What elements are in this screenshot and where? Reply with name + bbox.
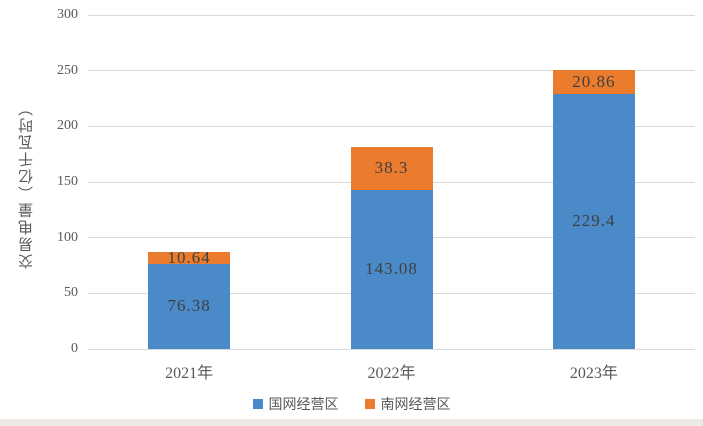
bar-2023年: 229.4 20.86	[552, 70, 635, 349]
bar-segment-国网经营区: 229.4	[552, 93, 635, 349]
legend-swatch-icon	[364, 399, 375, 409]
y-tick-label-150: 150	[57, 174, 78, 189]
x-tick-label-2022年: 2022年	[367, 365, 416, 382]
data-label: 76.38	[167, 296, 211, 316]
gridline-200	[88, 125, 695, 127]
data-label: 143.08	[365, 259, 418, 279]
bar-2021年: 76.38 10.64	[148, 248, 231, 349]
bar-segment-南网经营区: 20.86	[552, 70, 635, 94]
bar-segment-国网经营区: 143.08	[350, 189, 433, 349]
bar-2022年: 143.08 38.3	[350, 147, 433, 349]
gridline-300	[88, 14, 695, 16]
legend-item-南网经营区: 南网经营区	[364, 394, 451, 414]
legend-label: 国网经营区	[268, 398, 339, 413]
data-label: 38.3	[374, 158, 409, 178]
y-tick-label-0: 0	[71, 341, 78, 356]
y-tick-label-300: 300	[57, 7, 78, 22]
legend-label: 南网经营区	[380, 398, 451, 413]
legend-swatch-icon	[252, 399, 263, 409]
legend-item-国网经营区: 国网经营区	[252, 394, 339, 414]
x-tick-label-2023年: 2023年	[569, 365, 618, 382]
x-tick-label-2021年: 2021年	[165, 365, 214, 382]
data-label: 229.4	[572, 211, 616, 231]
bar-segment-南网经营区: 38.3	[350, 147, 433, 190]
y-tick-label-200: 200	[57, 118, 78, 134]
gridline-0	[88, 348, 695, 350]
legend: 国网经营区 南网经营区	[0, 394, 703, 414]
data-label: 10.64	[167, 248, 211, 268]
y-tick-label-250: 250	[57, 62, 78, 78]
bar-segment-国网经营区: 76.38	[148, 263, 231, 349]
data-label: 20.86	[572, 72, 616, 91]
plot-area: 76.38 10.64 143.08 38.3 229.4 20.86	[88, 14, 695, 350]
bar-segment-南网经营区: 10.64	[148, 248, 231, 267]
y-tick-label-100: 100	[57, 229, 78, 245]
gridline-250	[88, 70, 695, 72]
page-background-strip	[0, 419, 703, 426]
y-tick-label-50: 50	[64, 285, 78, 301]
